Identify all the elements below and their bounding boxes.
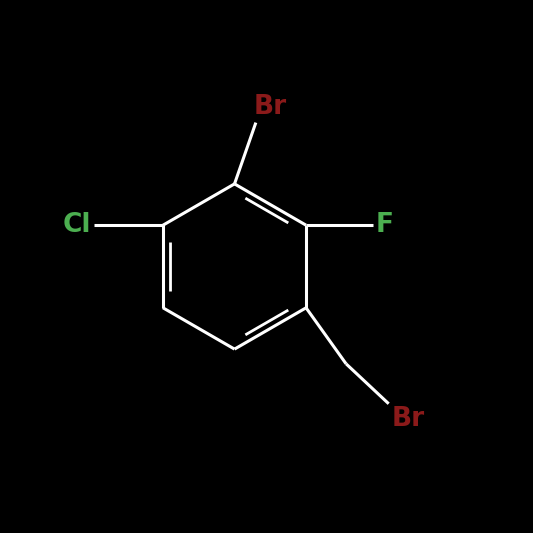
- Text: Cl: Cl: [62, 212, 91, 238]
- Text: Br: Br: [391, 406, 424, 432]
- Text: Br: Br: [253, 94, 286, 120]
- Text: F: F: [375, 212, 393, 238]
